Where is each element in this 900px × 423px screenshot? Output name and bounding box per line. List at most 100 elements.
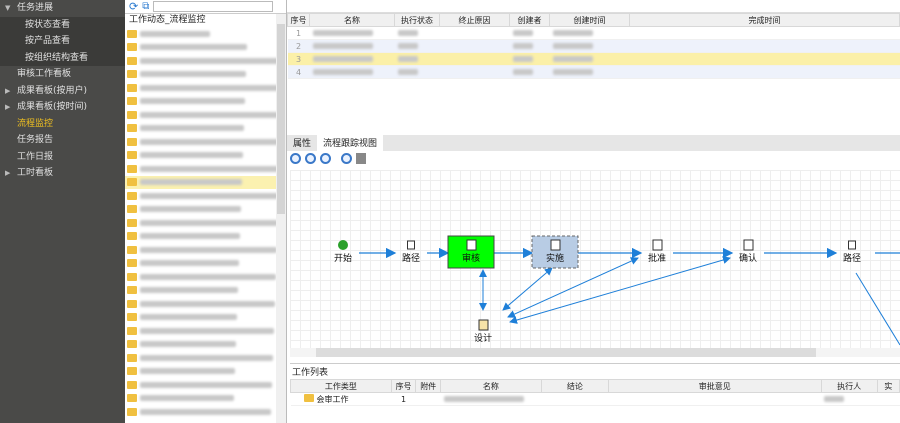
folder-icon — [127, 29, 137, 38]
tree-node[interactable] — [125, 189, 286, 203]
column-header[interactable]: 实 — [876, 379, 900, 393]
node-label[interactable]: 路径 — [843, 252, 861, 264]
sidebar-item[interactable]: ▶ 工时看板 — [0, 165, 125, 182]
node-label[interactable]: 开始 — [334, 252, 352, 264]
tree-node[interactable] — [125, 297, 286, 311]
sidebar-item[interactable]: 审核工作看板 — [0, 66, 125, 83]
tree-node[interactable] — [125, 338, 286, 352]
tree-node[interactable] — [125, 135, 286, 149]
node-label[interactable]: 确认 — [739, 252, 757, 264]
locate-icon[interactable] — [341, 153, 352, 164]
tree-node[interactable] — [125, 311, 286, 325]
sidebar-item[interactable]: 流程监控 — [0, 116, 125, 133]
redacted-text — [552, 30, 593, 36]
node-label[interactable]: 批准 — [648, 252, 666, 264]
process-diagram-canvas[interactable]: 开始 路径 审核 实施 批准 确认 路径设计 — [290, 170, 900, 350]
sidebar-item[interactable]: 按组织结构查看 — [0, 49, 125, 66]
table-row[interactable]: 3 — [287, 52, 900, 66]
zoom-fit-icon[interactable] — [290, 153, 301, 164]
chevron-right-icon: ▶ — [5, 103, 11, 111]
tree-node[interactable] — [125, 270, 286, 284]
process-tree-panel: ⟳ ⧉ 工作动态_流程监控 — [125, 0, 287, 423]
tree-node[interactable] — [125, 365, 286, 379]
sidebar-item[interactable]: ▼ 任务进展 — [0, 0, 125, 17]
redacted-text — [512, 69, 533, 75]
node-label[interactable]: 设计 — [474, 332, 492, 344]
column-header[interactable]: 执行人 — [820, 379, 878, 393]
node-label[interactable]: 路径 — [402, 252, 420, 264]
column-header[interactable]: 名称 — [440, 379, 542, 393]
node-label[interactable]: 实施 — [546, 252, 564, 264]
tree-scrollbar[interactable] — [276, 14, 286, 423]
column-header[interactable]: 序号 — [287, 13, 310, 27]
tree-node[interactable] — [125, 68, 286, 82]
tree-node[interactable] — [125, 122, 286, 136]
refresh-icon[interactable]: ⟳ — [129, 0, 139, 13]
tree-node[interactable] — [125, 324, 286, 338]
tree-search-input[interactable] — [153, 1, 274, 12]
column-header[interactable]: 创建时间 — [549, 13, 630, 27]
table-row[interactable]: 2 — [287, 39, 900, 53]
column-header[interactable]: 结论 — [540, 379, 609, 393]
tree-node[interactable] — [125, 392, 286, 406]
tree-node[interactable] — [125, 108, 286, 122]
flow-edge[interactable] — [855, 272, 900, 346]
redacted-text — [397, 43, 418, 49]
print-icon[interactable] — [356, 153, 366, 164]
tab-properties[interactable]: 属性 — [293, 139, 312, 149]
tree-node[interactable] — [125, 41, 286, 55]
zoom-out-icon[interactable] — [320, 153, 331, 164]
tree-node[interactable] — [125, 216, 286, 230]
column-header[interactable]: 名称 — [309, 13, 395, 27]
sidebar-item-label: 工时看板 — [17, 168, 54, 178]
redacted-text — [140, 125, 244, 132]
column-header[interactable]: 序号 — [390, 379, 417, 393]
tree-node[interactable] — [125, 203, 286, 217]
folder-icon — [127, 407, 137, 416]
tree-node[interactable] — [125, 149, 286, 163]
column-header[interactable]: 创建者 — [509, 13, 550, 27]
tree-node[interactable] — [125, 257, 286, 271]
flow-edge[interactable] — [502, 267, 553, 311]
table-row[interactable]: 会审工作 1 — [290, 392, 900, 406]
tree-node[interactable] — [125, 351, 286, 365]
sidebar-item[interactable]: ▶ 成果看板(按时间) — [0, 99, 125, 116]
tree-node[interactable] — [125, 405, 286, 419]
flow-edge[interactable] — [509, 256, 731, 324]
sidebar-item[interactable]: 任务报告 — [0, 132, 125, 149]
tree-node[interactable] — [125, 162, 286, 176]
sidebar-item[interactable]: 按产品查看 — [0, 33, 125, 50]
column-header[interactable]: 执行状态 — [394, 13, 440, 27]
redacted-text — [397, 69, 418, 75]
tree-node[interactable] — [125, 81, 286, 95]
column-header[interactable]: 工作类型 — [290, 379, 392, 393]
zoom-in-icon[interactable] — [305, 153, 316, 164]
node-label[interactable]: 审核 — [462, 252, 480, 264]
sidebar-item[interactable]: 按状态查看 — [0, 16, 125, 33]
tree-node[interactable] — [125, 175, 286, 189]
tree-view-icon[interactable]: ⧉ — [142, 1, 150, 12]
table-row[interactable]: 1 — [287, 26, 900, 40]
table-row[interactable]: 4 — [287, 65, 900, 79]
folder-icon — [127, 43, 137, 52]
tree-node[interactable] — [125, 27, 286, 41]
sidebar-item[interactable]: ▶ 成果看板(按用户) — [0, 83, 125, 100]
sidebar-nav: ▼ 任务进展 按状态查看 按产品查看 按组织结构查看 审核工作看板 ▶ 成果看板(按用户) ▶ 成… — [0, 0, 125, 423]
tree-root-label: 工作动态_流程监控 — [129, 15, 206, 25]
column-header[interactable]: 终止原因 — [439, 13, 510, 27]
tree-node[interactable] — [125, 284, 286, 298]
column-header[interactable]: 附件 — [415, 379, 441, 393]
column-header[interactable]: 完成时间 — [629, 13, 900, 27]
tree-node[interactable] — [125, 95, 286, 109]
tree-node[interactable] — [125, 378, 286, 392]
tab-process-trace-view[interactable]: 流程跟踪视图 — [317, 134, 384, 151]
sidebar-item[interactable]: 工作日报 — [0, 149, 125, 166]
diagram-horizontal-scrollbar[interactable] — [290, 348, 900, 357]
tree-node[interactable] — [125, 243, 286, 257]
tree-node[interactable] — [125, 230, 286, 244]
tree-toolbar: ⟳ ⧉ — [125, 0, 286, 14]
redacted-text — [140, 192, 279, 199]
column-header[interactable]: 审批意见 — [607, 379, 822, 393]
tree-node[interactable] — [125, 54, 286, 68]
